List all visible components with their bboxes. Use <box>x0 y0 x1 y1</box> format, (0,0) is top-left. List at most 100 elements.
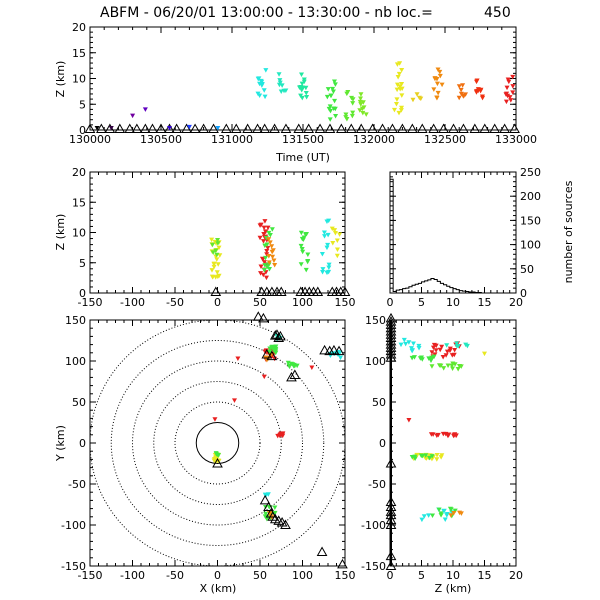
source-point <box>399 105 405 111</box>
source-point <box>263 255 269 261</box>
source-point <box>443 353 449 358</box>
source-point <box>324 245 330 251</box>
source-point <box>261 88 267 93</box>
x-tick-label: -150 <box>78 569 103 582</box>
source-point <box>262 94 268 100</box>
station-marker <box>385 348 397 359</box>
source-point <box>433 348 439 353</box>
station-marker <box>406 123 418 133</box>
source-point <box>303 267 309 273</box>
source-point <box>426 356 432 361</box>
station-marker <box>230 123 242 133</box>
source-point <box>326 265 332 271</box>
x-tick-label: 15 <box>478 296 492 309</box>
source-point <box>444 349 450 355</box>
source-point <box>299 81 305 87</box>
source-point <box>271 345 277 351</box>
station-marker <box>385 312 397 323</box>
source-point <box>411 355 417 360</box>
y-tick-label: -100 <box>61 519 86 532</box>
x-tick-label: 132000 <box>353 133 395 146</box>
source-point <box>474 89 480 94</box>
source-point <box>350 101 356 106</box>
source-point <box>434 453 440 458</box>
source-point <box>108 125 114 131</box>
source-point <box>397 61 403 66</box>
source-point <box>440 355 446 360</box>
source-point <box>332 98 338 104</box>
source-point <box>235 356 241 362</box>
source-point <box>262 263 268 268</box>
station-marker <box>289 369 301 379</box>
source-point <box>482 351 487 357</box>
y-tick-label: 150 <box>520 214 541 227</box>
source-point <box>328 93 334 98</box>
x-tick-label: 150 <box>335 296 356 309</box>
station-marker <box>208 123 219 133</box>
source-point <box>272 510 278 516</box>
source-point <box>259 83 265 88</box>
station-marker <box>198 123 209 133</box>
source-point <box>412 454 418 460</box>
source-point <box>278 431 284 437</box>
source-point <box>444 512 450 517</box>
x-tick-label: 5 <box>418 296 425 309</box>
source-point <box>434 81 440 87</box>
x-tick-label: -100 <box>120 569 145 582</box>
x-tick-label: 20 <box>509 296 523 309</box>
source-point <box>276 72 282 77</box>
source-point <box>266 260 272 265</box>
source-point <box>452 432 458 437</box>
station-marker <box>164 123 175 133</box>
x-tick-label: 5 <box>418 569 425 582</box>
source-point <box>395 75 401 80</box>
source-point <box>479 94 485 99</box>
source-point <box>256 76 262 81</box>
station-marker <box>261 286 273 296</box>
source-point <box>334 253 340 259</box>
source-point <box>261 374 267 380</box>
x-tick-label: 15 <box>478 569 492 582</box>
histogram-line <box>389 178 485 294</box>
source-point <box>421 514 427 519</box>
source-point <box>429 454 435 459</box>
y-axis-label: Z (km) <box>54 214 67 251</box>
station-marker <box>312 286 324 296</box>
range-ring <box>195 422 240 464</box>
station-marker <box>273 332 285 343</box>
source-point <box>329 226 335 232</box>
source-point <box>456 84 462 89</box>
source-point <box>403 341 409 347</box>
source-point <box>325 232 331 238</box>
station-marker <box>385 345 397 356</box>
y-tick-label: 0 <box>79 287 86 300</box>
source-point <box>257 223 263 228</box>
time-height-panel: 130000 130500 131000 131500 132000 132500 1330… <box>54 21 537 164</box>
source-point <box>271 258 277 264</box>
plot-frame <box>389 319 517 567</box>
source-point <box>430 513 436 518</box>
source-point <box>358 96 364 101</box>
source-point <box>324 94 330 100</box>
station-marker <box>104 123 116 133</box>
x-tick-label: -50 <box>166 296 184 309</box>
x-tick-label: -100 <box>120 296 145 309</box>
source-point <box>332 230 338 236</box>
source-point <box>449 353 455 358</box>
source-point <box>330 89 336 94</box>
source-point <box>330 86 336 92</box>
source-point <box>505 77 511 82</box>
source-point <box>458 91 464 97</box>
source-point <box>258 264 264 270</box>
source-point <box>263 235 269 241</box>
source-point <box>271 348 277 354</box>
source-point <box>216 245 222 251</box>
source-point <box>438 363 444 369</box>
y-tick-label: 50 <box>72 396 86 409</box>
source-point <box>263 229 269 235</box>
source-point <box>209 237 215 243</box>
source-point <box>217 253 223 258</box>
station-marker <box>155 123 167 133</box>
station-marker <box>337 558 348 569</box>
source-point <box>357 108 363 113</box>
